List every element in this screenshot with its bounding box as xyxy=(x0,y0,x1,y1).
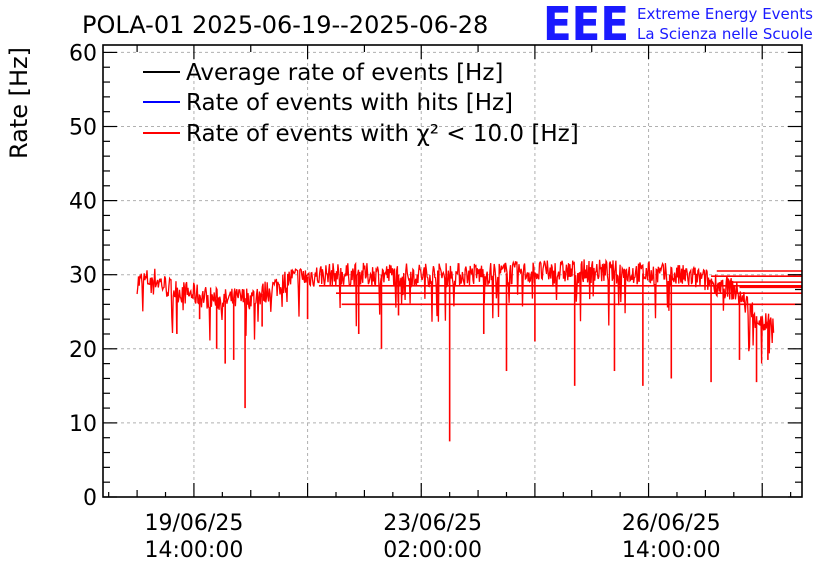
axes: 010203040506019/06/2514:00:0023/06/2502:… xyxy=(69,41,803,563)
logo-line-2: La Scienza nelle Scuole xyxy=(637,25,813,43)
chi2-rate-line xyxy=(136,258,775,364)
legend-chi2: Rate of events with χ² < 10.0 [Hz] xyxy=(186,121,579,147)
plot-frame xyxy=(102,44,803,498)
series-layer xyxy=(136,258,802,442)
chart-title: POLA-01 2025-06-19--2025-06-28 xyxy=(82,11,488,39)
x-tick-label-date: 19/06/25 xyxy=(145,511,244,536)
y-tick-label: 0 xyxy=(83,486,97,511)
eee-logo-mark: EEE xyxy=(543,0,629,51)
y-tick-label: 20 xyxy=(69,338,97,363)
y-tick-label: 60 xyxy=(69,41,97,66)
x-tick-label-time: 14:00:00 xyxy=(622,538,721,563)
logo-line-1: Extreme Energy Events xyxy=(637,5,813,23)
legend-hits: Rate of events with hits [Hz] xyxy=(186,90,513,116)
y-tick-label: 10 xyxy=(69,412,97,437)
x-tick-label-date: 26/06/25 xyxy=(622,511,721,536)
legend-average: Average rate of events [Hz] xyxy=(186,60,503,86)
y-tick-label: 40 xyxy=(69,190,97,215)
y-axis-label: Rate [Hz] xyxy=(5,47,33,159)
x-tick-label-time: 14:00:00 xyxy=(145,538,244,563)
legend: Average rate of events [Hz] Rate of even… xyxy=(143,60,579,147)
y-tick-label: 30 xyxy=(69,264,97,289)
x-tick-label-time: 02:00:00 xyxy=(383,538,482,563)
x-tick-label-date: 23/06/25 xyxy=(383,511,482,536)
y-tick-label: 50 xyxy=(69,116,97,141)
